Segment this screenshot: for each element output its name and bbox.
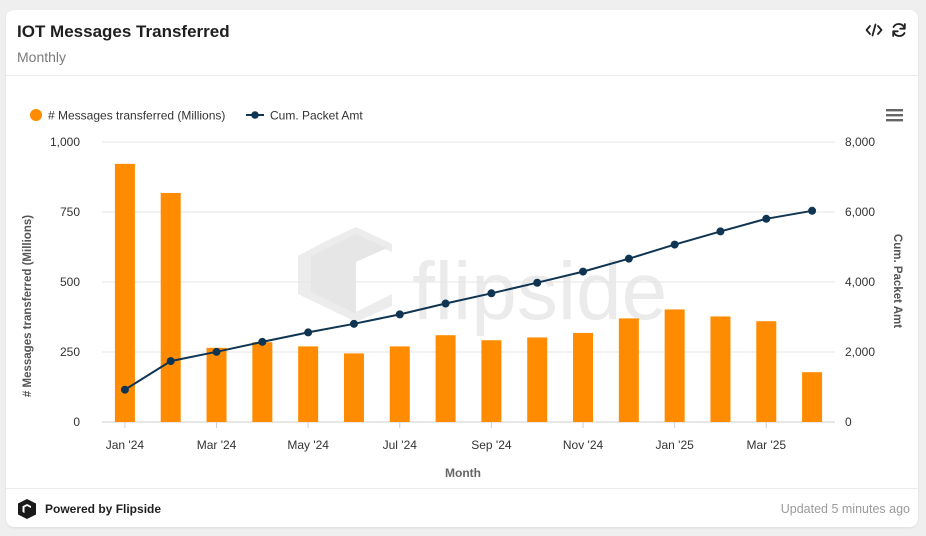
chart-card: IOT Messages Transferred Monthly flipsid… xyxy=(6,10,918,527)
line-point xyxy=(395,310,404,319)
line-point xyxy=(166,357,175,366)
card-title: IOT Messages Transferred xyxy=(17,22,230,41)
bar xyxy=(252,342,273,422)
x-tick-label: Nov '24 xyxy=(563,438,604,452)
bar xyxy=(527,337,548,422)
bar xyxy=(206,347,227,422)
legend-item-bars[interactable]: # Messages transferred (Millions) xyxy=(30,109,225,123)
bar xyxy=(114,163,135,422)
line-point xyxy=(579,267,588,276)
line-point xyxy=(762,214,771,223)
legend-item-line[interactable]: Cum. Packet Amt xyxy=(246,109,363,123)
x-axis: Jan '24 Mar '24 May '24 Jul '24 Sep '24 Nov '… xyxy=(106,422,786,452)
card-footer: Powered by Flipside Updated 5 minutes ag… xyxy=(6,488,918,528)
line-point xyxy=(349,319,358,328)
y-tick-label: 500 xyxy=(60,275,80,289)
legend-bar-label: # Messages transferred (Millions) xyxy=(48,109,225,123)
line-point xyxy=(487,289,496,298)
line-series xyxy=(120,206,817,394)
x-tick-label: Mar '25 xyxy=(746,438,786,452)
x-tick-label: Jan '24 xyxy=(106,438,145,452)
bar-series xyxy=(114,163,823,422)
y-axis-left: 0 250 500 750 1,000 xyxy=(50,135,80,429)
y-axis-right: 0 2,000 4,000 6,000 8,000 xyxy=(845,135,875,429)
y2-tick-label: 8,000 xyxy=(845,135,875,149)
code-icon[interactable] xyxy=(865,21,883,39)
bar xyxy=(160,192,181,422)
bar xyxy=(481,340,502,422)
flipside-watermark: flipside xyxy=(298,227,667,337)
bar xyxy=(802,372,823,422)
y2-axis-title: Cum. Packet Amt xyxy=(891,234,903,328)
bar xyxy=(573,332,594,422)
y-tick-label: 750 xyxy=(60,205,80,219)
line-point xyxy=(716,227,725,236)
y-tick-label: 0 xyxy=(73,415,80,429)
line-point xyxy=(212,347,221,356)
x-tick-label: May '24 xyxy=(287,438,329,452)
y-tick-label: 1,000 xyxy=(50,135,80,149)
flipside-logo-icon[interactable] xyxy=(16,498,38,520)
line-point xyxy=(624,254,633,263)
updated-timestamp: Updated 5 minutes ago xyxy=(780,502,910,516)
combo-chart: flipside 0 250 500 750 1,000 0 2,000 4,000 6,00… xyxy=(22,109,903,480)
refresh-icon[interactable] xyxy=(890,21,908,39)
line-point xyxy=(120,385,129,394)
legend-line-marker xyxy=(251,111,259,119)
line-point xyxy=(258,337,267,346)
x-tick-label: Sep '24 xyxy=(471,438,512,452)
chart-area: flipside 0 250 500 750 1,000 0 2,000 4,000 6,00… xyxy=(6,76,918,488)
x-tick-label: Jan '25 xyxy=(655,438,694,452)
bar xyxy=(756,321,777,422)
powered-by-flipside[interactable]: Powered by Flipside xyxy=(45,502,162,516)
y-tick-label: 250 xyxy=(60,345,80,359)
bar xyxy=(710,316,731,422)
bar xyxy=(298,346,319,422)
bar xyxy=(343,353,364,422)
y2-tick-label: 6,000 xyxy=(845,205,875,219)
x-tick-label: Mar '24 xyxy=(197,438,237,452)
line-point xyxy=(533,278,542,287)
hamburger-menu-icon[interactable] xyxy=(886,109,903,122)
bar xyxy=(618,318,639,422)
bar xyxy=(664,309,685,422)
line-point xyxy=(304,328,313,337)
y2-tick-label: 4,000 xyxy=(845,275,875,289)
y2-tick-label: 0 xyxy=(845,415,852,429)
line-point xyxy=(808,206,817,215)
line-point xyxy=(670,240,679,249)
x-tick-label: Jul '24 xyxy=(383,438,418,452)
bar xyxy=(389,346,410,422)
y2-tick-label: 2,000 xyxy=(845,345,875,359)
card-subtitle: Monthly xyxy=(17,49,67,65)
cumulative-line xyxy=(124,209,813,391)
legend: # Messages transferred (Millions) Cum. P… xyxy=(30,109,363,123)
legend-line-label: Cum. Packet Amt xyxy=(270,109,363,123)
x-axis-title: Month xyxy=(445,466,481,480)
y-axis-title: # Messages transferred (Millions) xyxy=(22,215,34,397)
legend-bar-swatch xyxy=(30,109,42,121)
card-header: IOT Messages Transferred Monthly xyxy=(6,10,918,76)
line-point xyxy=(441,299,450,308)
bar xyxy=(435,335,456,422)
